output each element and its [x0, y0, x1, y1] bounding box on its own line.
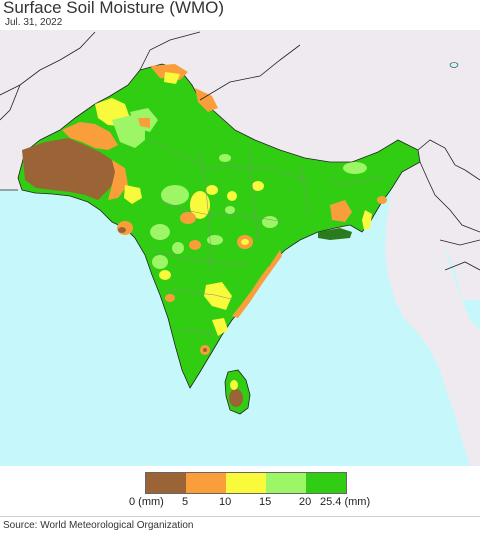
legend-swatch-0-5: [146, 473, 186, 493]
legend-tick-0: 0 (mm): [129, 496, 164, 508]
map-date: Jul. 31, 2022: [5, 17, 63, 28]
legend-tick-15: 15: [259, 496, 272, 508]
state-lines: [149, 139, 386, 336]
dry-zone-west: [22, 138, 118, 200]
map-title: Surface Soil Moisture (WMO): [3, 0, 225, 17]
legend-swatch-10-15: [226, 473, 266, 493]
legend-swatch-20-25: [306, 473, 346, 493]
legend-tick-5: 5: [182, 496, 189, 508]
legend-labels: 0 (mm) 5 10 15 20 25.4 (mm): [0, 496, 480, 510]
sri-lanka-dry-patch: [229, 389, 243, 407]
legend-tick-10: 10: [219, 496, 232, 508]
source-text: Source: World Meteorological Organizatio…: [3, 520, 194, 531]
soil-moisture-map: [0, 30, 480, 466]
country-borders: [0, 31, 480, 271]
legend-color-bar: [145, 472, 347, 494]
footer: Source: World Meteorological Organizatio…: [0, 516, 480, 537]
legend-tick-20: 20: [299, 496, 312, 508]
land-outside-east: [385, 175, 480, 466]
legend-swatch-5-10: [186, 473, 226, 493]
legend-swatch-15-20: [266, 473, 306, 493]
legend-tick-25: 25.4 (mm): [320, 496, 371, 508]
